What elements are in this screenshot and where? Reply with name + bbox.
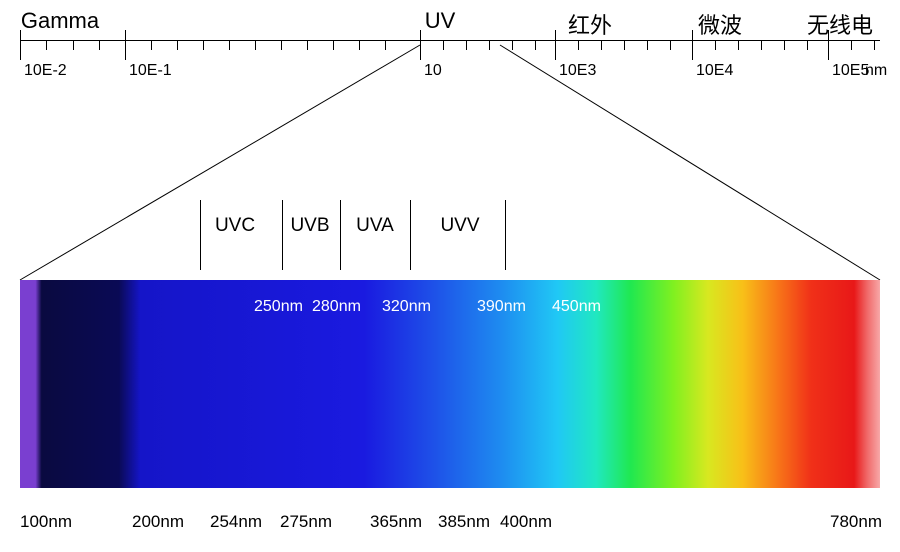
- uv-divider-value: 390nm: [477, 298, 547, 316]
- axis-tick-minor: [466, 40, 467, 50]
- axis-tick-minor: [443, 40, 444, 50]
- axis-tick-minor: [46, 40, 47, 50]
- axis-tick-minor: [647, 40, 648, 50]
- axis-tick-major: [125, 30, 126, 60]
- axis-tick-minor: [874, 40, 875, 50]
- axis-tick-major: [828, 30, 829, 60]
- axis-tick-major: [555, 30, 556, 60]
- uv-divider: [505, 200, 506, 270]
- axis-tick-minor: [784, 40, 785, 50]
- axis-tick-minor: [761, 40, 762, 50]
- bottom-scale-label: 780nm: [830, 512, 882, 532]
- axis-region-label: 微波: [660, 8, 780, 40]
- uv-divider: [410, 200, 411, 270]
- axis-tick-minor: [255, 40, 256, 50]
- axis-tick-major: [20, 30, 21, 60]
- bottom-scale-label: 385nm: [438, 512, 490, 532]
- axis-tick-minor: [512, 40, 513, 50]
- uv-extra-value: 450nm: [552, 298, 622, 316]
- bottom-scale-label: 100nm: [20, 512, 72, 532]
- axis-tick-minor: [203, 40, 204, 50]
- axis-tick-minor: [281, 40, 282, 50]
- axis-tick-major: [692, 30, 693, 60]
- axis-tick-minor: [151, 40, 152, 50]
- axis-tick-minor: [670, 40, 671, 50]
- axis-region-label: UV: [380, 8, 500, 34]
- axis-tick-minor: [385, 40, 386, 50]
- axis-tick-minor: [715, 40, 716, 50]
- bottom-scale-label: 275nm: [280, 512, 332, 532]
- axis-tick-minor: [851, 40, 852, 50]
- axis-tick-minor: [738, 40, 739, 50]
- axis-unit: nm: [865, 62, 887, 80]
- axis-tick-minor: [359, 40, 360, 50]
- axis-region-label: 无线电: [780, 8, 900, 40]
- axis-tick-label: 10E5: [832, 62, 869, 80]
- uv-divider-value: 320nm: [382, 298, 452, 316]
- axis-tick-minor: [307, 40, 308, 50]
- uv-divider: [340, 200, 341, 270]
- axis-tick-minor: [578, 40, 579, 50]
- axis-tick-label: 10E-1: [129, 62, 172, 80]
- axis-tick-label: 10E4: [696, 62, 733, 80]
- axis-region-label: 红外: [530, 8, 650, 40]
- uv-band-label: UVA: [345, 215, 405, 237]
- axis-tick-minor: [229, 40, 230, 50]
- axis-tick-minor: [601, 40, 602, 50]
- axis-tick-label: 10E3: [559, 62, 596, 80]
- axis-tick-major: [420, 30, 421, 60]
- uv-band-label: UVV: [430, 215, 490, 237]
- uv-band-label: UVB: [280, 215, 340, 237]
- axis-tick-minor: [624, 40, 625, 50]
- axis-tick-minor: [535, 40, 536, 50]
- axis-tick-minor: [333, 40, 334, 50]
- uv-divider: [200, 200, 201, 270]
- uv-band-label: UVC: [205, 215, 265, 237]
- uv-divider-value: 280nm: [312, 298, 382, 316]
- axis-tick-minor: [177, 40, 178, 50]
- axis-tick-label: 10E-2: [24, 62, 67, 80]
- bottom-scale-label: 365nm: [370, 512, 422, 532]
- axis-line: [20, 40, 880, 41]
- axis-tick-minor: [73, 40, 74, 50]
- axis-tick-label: 10: [424, 62, 442, 80]
- axis-tick-minor: [489, 40, 490, 50]
- axis-tick-minor: [99, 40, 100, 50]
- bottom-scale-label: 254nm: [210, 512, 262, 532]
- bottom-scale-label: 400nm: [500, 512, 552, 532]
- diagram-canvas: Gamma UV 红外微波无线电 10E-2 10E-1 10 10E3 10E4 10E5nm…: [0, 0, 900, 552]
- axis-region-label: Gamma: [0, 8, 120, 34]
- axis-tick-minor: [807, 40, 808, 50]
- bottom-scale-label: 200nm: [132, 512, 184, 532]
